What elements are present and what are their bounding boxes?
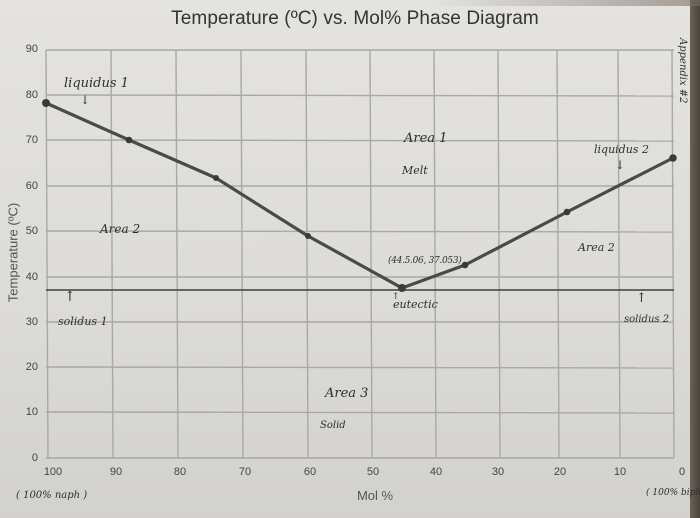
area-1-label: Area 1 bbox=[404, 131, 448, 146]
x-tick: 50 bbox=[366, 466, 380, 478]
y-tick: 40 bbox=[25, 271, 38, 283]
liquidus-1-line bbox=[45, 101, 403, 290]
y-tick: 10 bbox=[25, 406, 38, 418]
table-edge bbox=[690, 0, 700, 518]
liquidus-2-label: liquidus 2 bbox=[594, 143, 649, 156]
solidus-1-arrow: ↑ bbox=[64, 289, 76, 305]
eutectic-label: eutectic bbox=[393, 298, 438, 311]
shadow bbox=[430, 0, 700, 6]
x-tick: 60 bbox=[303, 466, 317, 478]
y-tick: 30 bbox=[25, 316, 38, 328]
y-axis-label: Temperature (ºC) bbox=[5, 202, 21, 303]
data-points bbox=[42, 99, 677, 292]
x-tick: 80 bbox=[173, 466, 187, 478]
y-tick: 20 bbox=[25, 361, 38, 373]
x-tick: 90 bbox=[109, 466, 123, 478]
y-tick: 50 bbox=[25, 225, 38, 237]
solidus-1-label: solidus 1 bbox=[58, 315, 108, 328]
liquidus-1-label: liquidus 1 bbox=[64, 76, 129, 91]
x-tick: 40 bbox=[429, 466, 443, 478]
eutectic-arrow: ↑ bbox=[392, 292, 400, 302]
y-tick: 60 bbox=[25, 180, 38, 192]
area-3-label: Area 3 bbox=[325, 386, 369, 401]
liquidus-1-arrow: ↓ bbox=[80, 93, 91, 107]
x-left-note: ( 100% naph ) bbox=[16, 490, 88, 501]
solidus-2-label: solidus 2 bbox=[624, 314, 670, 325]
grid bbox=[45, 49, 675, 459]
x-tick: 30 bbox=[491, 466, 505, 478]
y-tick: 90 bbox=[25, 43, 38, 55]
x-tick: 70 bbox=[238, 466, 252, 478]
liquidus-2-arrow: ↓ bbox=[615, 158, 626, 172]
y-tick: 70 bbox=[25, 134, 38, 146]
x-axis-label: Mol % bbox=[356, 488, 394, 503]
solid-label: Solid bbox=[320, 420, 346, 431]
y-tick: 0 bbox=[31, 452, 38, 464]
liquidus-2-line bbox=[401, 156, 674, 290]
chart-title: Temperature (ºC) vs. Mol% Phase Diagram bbox=[171, 8, 539, 29]
y-tick: 80 bbox=[25, 89, 38, 101]
solidus-2-arrow: ↑ bbox=[636, 291, 647, 306]
x-tick: 10 bbox=[613, 466, 627, 478]
x-right-note: ( 100% biph ) bbox=[646, 488, 700, 498]
eutectic-coords-label: (44.5.06, 37.053) bbox=[388, 256, 462, 266]
area-2-right-label: Area 2 bbox=[578, 241, 615, 254]
melt-label: Melt bbox=[402, 164, 428, 177]
x-tick: 20 bbox=[553, 466, 567, 478]
x-tick: 0 bbox=[678, 466, 686, 478]
appendix-note: Appendix #2 bbox=[677, 38, 688, 104]
x-tick: 100 bbox=[43, 466, 63, 478]
area-2-left-label: Area 2 bbox=[100, 222, 141, 236]
